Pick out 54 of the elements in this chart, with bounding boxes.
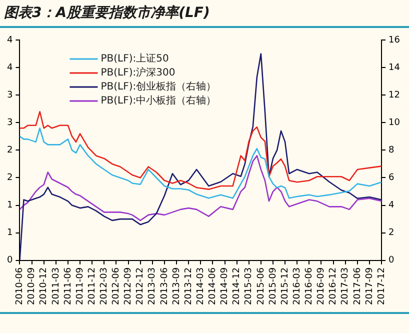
x-tick-label: 2015-03 <box>244 267 254 306</box>
x-tick-label: 2012-09 <box>124 267 134 306</box>
y-tick-label: 0 <box>6 256 13 266</box>
y2-tick-label: 12 <box>388 90 400 100</box>
x-tick-label: 2014-03 <box>196 267 206 306</box>
y2-tick-label: 6 <box>388 173 395 184</box>
x-tick-label: 2017-09 <box>364 267 375 306</box>
y-tick-label: 1 <box>6 228 13 238</box>
x-tick-label: 2011-12 <box>87 267 98 306</box>
x-tick-label: 2014-06 <box>208 267 218 306</box>
x-tick-label: 2017-06 <box>352 267 363 306</box>
y-tick-label: 3 <box>6 90 13 100</box>
x-tick-label: 2016-06 <box>304 267 315 306</box>
x-tick-label: 2015-12 <box>280 267 290 306</box>
x-tick-label: 2014-12 <box>232 267 242 306</box>
chart-title: 图表3：A股重要指数市净率(LF) <box>4 4 210 22</box>
x-tick-label: 2015-06 <box>256 267 266 306</box>
x-tick-label: 2013-12 <box>184 267 194 306</box>
y2-tick-label: 14 <box>388 62 400 73</box>
y-tick-label: 3 <box>6 118 13 128</box>
y2-tick-label: 4 <box>388 200 395 211</box>
legend-label: PB(LF):上证50 <box>100 52 169 65</box>
legend-label: PB(LF):沪深300 <box>100 66 176 79</box>
x-tick-label: 2016-12 <box>328 267 339 306</box>
x-tick-label: 2017-03 <box>340 267 351 306</box>
x-tick-label: 2012-12 <box>136 267 146 306</box>
y-tick-label: 4 <box>6 62 13 73</box>
x-tick-label: 2013-06 <box>160 267 170 306</box>
y-tick-label: 1 <box>6 200 13 211</box>
y2-tick-label: 0 <box>388 256 395 266</box>
y2-tick-label: 8 <box>388 146 395 156</box>
x-tick-label: 2012-06 <box>112 267 122 306</box>
y2-tick-label: 2 <box>388 228 394 238</box>
x-tick-label: 2010-09 <box>27 267 38 306</box>
x-tick-label: 2016-09 <box>316 267 327 306</box>
legend-label: PB(LF):创业板指（右轴） <box>100 80 216 93</box>
x-tick-label: 2014-09 <box>220 267 230 306</box>
x-tick-label: 2012-03 <box>99 267 110 306</box>
x-tick-label: 2013-03 <box>148 267 158 306</box>
x-tick-label: 2011-09 <box>75 267 86 306</box>
y-tick-label: 4 <box>6 35 13 46</box>
y2-tick-label: 16 <box>388 35 400 46</box>
x-tick-label: 2016-03 <box>292 267 302 306</box>
x-tick-label: 2017-12 <box>376 267 387 306</box>
x-tick-label: 2013-09 <box>172 267 182 306</box>
y2-tick-label: 10 <box>388 118 400 128</box>
y-tick-label: 2 <box>6 173 13 184</box>
x-tick-label: 2010-12 <box>39 267 50 306</box>
x-tick-label: 2010-06 <box>15 267 26 306</box>
x-tick-label: 2015-09 <box>268 267 278 306</box>
legend-label: PB(LF):中小板指（右轴） <box>100 94 216 107</box>
x-tick-label: 2011-06 <box>63 267 74 306</box>
y-tick-label: 2 <box>6 146 13 156</box>
x-tick-label: 2011-03 <box>51 267 62 306</box>
